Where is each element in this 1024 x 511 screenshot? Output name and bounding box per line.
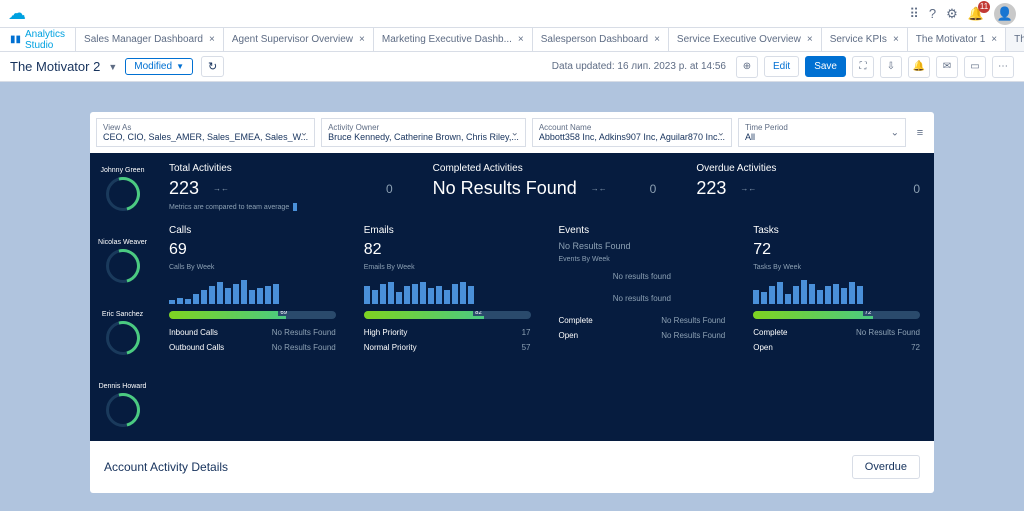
mail-icon[interactable]: ✉ [936,56,958,78]
section-title: Account Activity Details [104,460,228,474]
present-icon[interactable]: ▭ [964,56,986,78]
close-tab-icon[interactable]: × [893,34,899,45]
close-tab-icon[interactable]: × [991,34,997,45]
filter-dropdown[interactable]: View AsCEO, CIO, Sales_AMER, Sales_EMEA,… [96,118,315,147]
dashboard-body: Johnny GreenNicolas WeaverEric SanchezDe… [90,153,934,441]
dashboard-title: The Motivator 2 [10,59,100,74]
workspace-tab[interactable]: Sales Manager Dashboard× [76,28,224,51]
events-card: EventsNo Results FoundEvents By WeekNo r… [545,217,740,360]
progress-gauge: 82 [364,311,531,319]
stat-row: Open72 [753,343,920,352]
stat-row: Outbound CallsNo Results Found [169,343,336,352]
help-icon[interactable]: ? [929,6,936,21]
fullscreen-icon[interactable]: ⛶ [852,56,874,78]
close-tab-icon[interactable]: × [518,34,524,45]
stat-row: OpenNo Results Found [559,331,726,340]
comparison-note: Metrics are compared to team average [155,201,934,217]
people-rail: Johnny GreenNicolas WeaverEric SanchezDe… [90,153,155,441]
progress-gauge: 69 [169,311,336,319]
close-tab-icon[interactable]: × [209,34,215,45]
download-icon[interactable]: ⇩ [880,56,902,78]
filter-settings-icon[interactable]: ≡ [912,118,928,147]
account-activity-section: Account Activity Details Overdue [90,441,934,493]
stat-row: CompleteNo Results Found [753,328,920,337]
globe-icon[interactable]: ⊕ [736,56,758,78]
summary-row: Total Activities223→←0 Completed Activiti… [155,153,934,201]
dashboard-main: Total Activities223→←0 Completed Activiti… [155,153,934,441]
notifications-icon[interactable]: 🔔 [968,6,984,22]
studio-label: Analytics Studio [25,29,65,51]
dashboard-canvas: View AsCEO, CIO, Sales_AMER, Sales_EMEA,… [0,82,1024,493]
close-tab-icon[interactable]: × [654,34,660,45]
filter-dropdown[interactable]: Account NameAbbott358 Inc, Adkins907 Inc… [532,118,732,147]
person-item[interactable]: Nicolas Weaver [90,225,155,297]
filter-bar: View AsCEO, CIO, Sales_AMER, Sales_EMEA,… [90,112,934,153]
workspace-tab[interactable]: Service Executive Overview× [669,28,822,51]
person-item[interactable]: Dennis Howard [90,369,155,441]
workspace-tabs: ▮▮ Analytics Studio Sales Manager Dashbo… [0,28,1024,52]
summary-metric: Completed ActivitiesNo Results Found→←0 [433,163,657,199]
overdue-button[interactable]: Overdue [852,455,920,479]
stat-row: Inbound CallsNo Results Found [169,328,336,337]
emails-card: Emails82Emails By Week82High Priority17N… [350,217,545,360]
salesforce-logo-icon: ☁ [8,3,26,24]
workspace-tab[interactable]: Service KPIs× [822,28,908,51]
workspace-tab[interactable]: Marketing Executive Dashb...× [374,28,533,51]
calls-card: Calls69Calls By Week69Inbound CallsNo Re… [155,217,350,360]
stat-row: Normal Priority57 [364,343,531,352]
bar-chart [364,276,531,304]
summary-metric: Overdue Activities223→←0 [696,163,920,199]
header-actions: ⠿ ? ⚙ 🔔 👤 [909,3,1016,25]
tasks-card: Tasks72Tasks By Week72CompleteNo Results… [739,217,934,360]
summary-metric: Total Activities223→←0 [169,163,393,199]
data-updated-text: Data updated: 16 лип. 2023 р. at 14:56 [552,61,726,72]
workspace-tab[interactable]: The Motivator 1× [908,28,1006,51]
stat-row: High Priority17 [364,328,531,337]
workspace-tab[interactable]: Agent Supervisor Overview× [224,28,374,51]
filter-dropdown[interactable]: Activity OwnerBruce Kennedy, Catherine B… [321,118,526,147]
progress-ring-icon [106,393,140,427]
person-item[interactable]: Eric Sanchez [90,297,155,369]
workspace-tab[interactable]: The Motivator 2× [1006,28,1024,51]
setup-gear-icon[interactable]: ⚙ [946,6,958,22]
progress-ring-icon [106,321,140,355]
progress-ring-icon [106,249,140,283]
progress-gauge: 72 [753,311,920,319]
global-header: ☁ ⠿ ? ⚙ 🔔 👤 [0,0,1024,28]
stat-row: CompleteNo Results Found [559,316,726,325]
edit-button[interactable]: Edit [764,56,799,77]
activity-cards: Calls69Calls By Week69Inbound CallsNo Re… [155,217,934,370]
notify-icon[interactable]: 🔔 [908,56,930,78]
save-button[interactable]: Save [805,56,846,77]
chart-icon: ▮▮ [10,34,21,45]
filter-dropdown[interactable]: Time PeriodAll [738,118,906,147]
dashboard-toolbar: The Motivator 2 ▼ Modified▼ ↻ Data updat… [0,52,1024,82]
refresh-button[interactable]: ↻ [201,56,224,77]
close-tab-icon[interactable]: × [359,34,365,45]
progress-ring-icon [106,177,140,211]
close-tab-icon[interactable]: × [807,34,813,45]
bar-chart [753,276,920,304]
app-launcher-icon[interactable]: ⠿ [909,6,919,22]
analytics-studio-tab[interactable]: ▮▮ Analytics Studio [0,28,76,51]
modified-badge[interactable]: Modified▼ [125,58,193,75]
bar-chart [169,276,336,304]
more-icon[interactable]: ⋯ [992,56,1014,78]
title-dropdown-icon[interactable]: ▼ [108,62,117,72]
person-item[interactable]: Johnny Green [90,153,155,225]
workspace-tab[interactable]: Salesperson Dashboard× [533,28,669,51]
user-avatar[interactable]: 👤 [994,3,1016,25]
